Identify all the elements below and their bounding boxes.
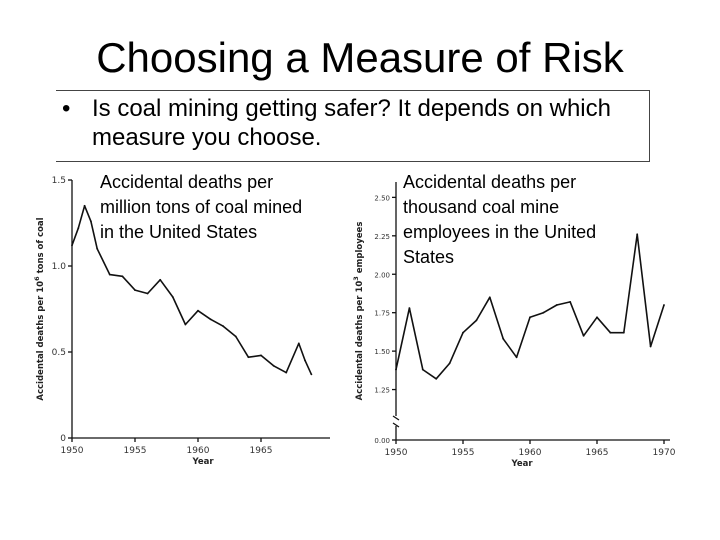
chart1-ylabel-unit: tons of coal — [36, 217, 46, 276]
chart2-ytick-label: 1.50 — [374, 348, 390, 356]
chart2-data-point — [609, 331, 612, 334]
chart1-data-point — [90, 220, 92, 223]
chart1-data-point — [272, 364, 275, 367]
chart2-title-callout: Accidental deaths per thousand coal mine… — [403, 170, 625, 270]
chart1-title-line: in the United States — [100, 222, 258, 242]
chart1-ytick-label: 1.5 — [52, 176, 66, 186]
chart2-xlabel: Year — [510, 459, 533, 469]
chart2-data-point — [448, 362, 451, 365]
chart1-ylabel: Accidental deaths per 106 tons of coal — [33, 217, 46, 400]
chart2-data-point — [395, 368, 397, 371]
chart2-data-point — [408, 307, 411, 309]
chart2-ytick-label: 1.75 — [374, 310, 390, 318]
chart2-data-point — [515, 356, 518, 359]
chart1-ytick-label: 0.5 — [52, 348, 66, 358]
chart1-xtick-label: 1960 — [187, 446, 210, 456]
slide-title: Choosing a Measure of Risk — [96, 34, 624, 81]
chart2-ytick-label: 2.25 — [374, 233, 390, 241]
chart2-data-point — [421, 368, 424, 371]
chart2-xtick-label: 1970 — [653, 448, 676, 458]
chart1-title-line: million tons of coal mined — [100, 197, 303, 217]
chart2-data-point — [502, 337, 505, 340]
chart1-data-point — [134, 289, 136, 291]
chart2-xtick-label: 1950 — [385, 448, 408, 458]
chart2-data-point — [582, 334, 585, 337]
chart1-data-point — [260, 354, 262, 357]
bullet-text: Is coal mining getting safer? It depends… — [92, 95, 611, 151]
chart1-ylabel-main: Accidental deaths per 10 — [36, 281, 46, 401]
chart1-data-point — [297, 342, 300, 345]
chart2-title-line: thousand coal mine — [403, 197, 560, 217]
chart2-ytick-label: 1.25 — [374, 387, 390, 395]
chart1-ytick-label: 0 — [60, 434, 66, 444]
chart1-xtick-label: 1965 — [250, 446, 273, 456]
chart2-data-point — [596, 316, 598, 319]
chart2-axis-break — [392, 415, 400, 428]
chart1-data-point — [234, 335, 237, 338]
bullet-symbol: • — [62, 95, 71, 122]
bullet-point: • Is coal mining getting safer? It depen… — [62, 94, 642, 152]
chart1-data-point — [121, 275, 124, 278]
chart1-xtick-label: 1955 — [124, 446, 147, 456]
chart1-data-point — [209, 318, 212, 321]
chart1-xtick-label: 1950 — [61, 446, 84, 456]
chart2-data-point — [529, 316, 531, 319]
chart2-data-point — [475, 319, 478, 322]
chart2-ytick-label: 2.50 — [374, 194, 390, 202]
chart2-data-point — [462, 331, 464, 334]
chart2-data-point — [649, 345, 652, 348]
chart1-data-point — [71, 244, 73, 247]
chart1-data-point — [184, 323, 187, 326]
chart1-data-point — [304, 359, 306, 362]
chart2-ylabel-superscript: 3 — [352, 276, 360, 281]
chart1-data-point — [83, 204, 86, 207]
chart1-data-point — [108, 273, 111, 276]
chart1-data-point — [96, 247, 99, 250]
chart1-data-point — [247, 356, 250, 359]
chart2-data-point — [636, 233, 639, 236]
chart1-data-point — [285, 371, 288, 374]
chart2-ylabel: Accidental deaths per 103 employees — [352, 222, 365, 401]
chart2-data-point — [622, 331, 625, 334]
chart2-data-point — [663, 304, 665, 306]
chart2-data-point — [569, 301, 572, 303]
chart2-ylabel-unit: employees — [355, 222, 365, 277]
chart1-data-point — [197, 309, 199, 312]
chart1-data-point — [222, 325, 225, 328]
chart2-data-point — [542, 311, 545, 314]
bullet-frame — [56, 90, 650, 162]
chart2-xtick-label: 1955 — [452, 448, 475, 458]
chart1-data-point — [310, 373, 313, 376]
chart2-title-line: States — [403, 247, 455, 267]
chart1-title-line: Accidental deaths per — [100, 172, 274, 192]
chart1-data-point — [159, 278, 162, 281]
chart2-xtick-label: 1960 — [519, 448, 542, 458]
chart2-title-line: Accidental deaths per — [403, 172, 577, 192]
chart2-data-point — [435, 377, 438, 380]
chart2-data-point — [555, 304, 558, 306]
chart2-ytick-label: 2.00 — [374, 271, 390, 279]
chart2-ylabel-main: Accidental deaths per 10 — [355, 281, 365, 401]
chart2-xtick-label: 1965 — [586, 448, 609, 458]
chart1-data-point — [146, 292, 149, 295]
chart1-xlabel: Year — [191, 457, 214, 467]
chart2-title-line: employees in the United — [403, 222, 597, 242]
chart2-ytick-label: 0.00 — [374, 437, 390, 445]
chart1-ylabel-superscript: 6 — [33, 276, 41, 281]
chart1-ytick-label: 1.0 — [52, 262, 67, 272]
chart1-data-point — [171, 296, 174, 298]
chart1-title-callout: Accidental deaths per million tons of co… — [100, 170, 328, 245]
chart2-data-point — [488, 296, 491, 299]
chart1-data-point — [77, 227, 80, 230]
